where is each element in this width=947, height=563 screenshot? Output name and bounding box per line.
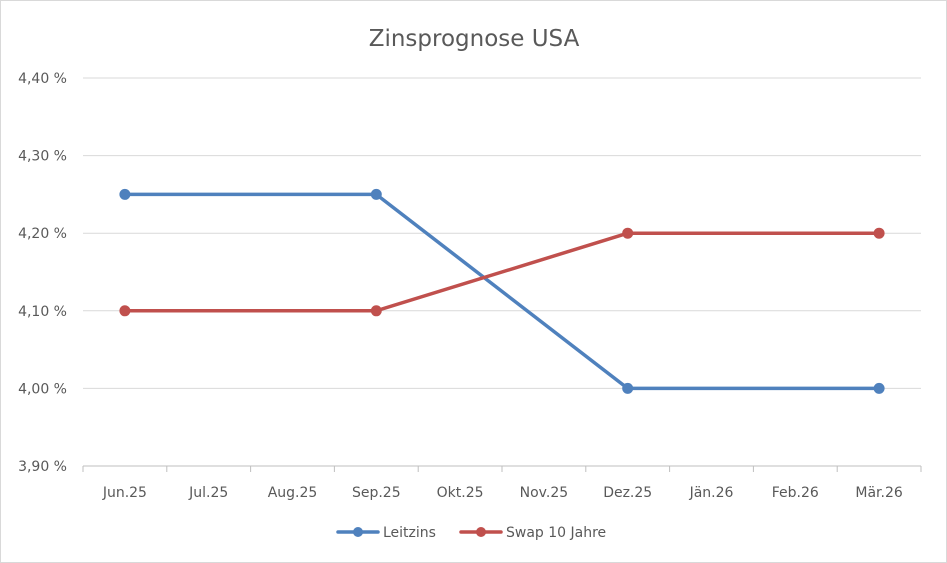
- x-axis: [82, 465, 922, 472]
- y-tick-label: 4,00 %: [18, 381, 67, 397]
- x-tick-label: Jun.25: [102, 485, 147, 501]
- legend: Leitzins Swap 10 Jahre: [336, 525, 606, 541]
- y-tick-label: 4,40 %: [18, 71, 67, 87]
- series-2-point: [622, 227, 634, 239]
- series-1-point: [119, 188, 131, 200]
- legend-label-2: Swap 10 Jahre: [506, 525, 606, 541]
- series-line-2: [123, 231, 881, 313]
- series-1-point: [873, 382, 885, 394]
- y-tick-label: 4,20 %: [18, 226, 67, 242]
- series-2-point: [873, 227, 885, 239]
- x-tick-label: Sep.25: [352, 485, 401, 501]
- y-tick-label: 3,90 %: [18, 459, 67, 475]
- y-axis-tick-labels: 3,90 % 4,00 % 4,10 % 4,20 % 4,30 % 4,40 %: [18, 71, 67, 475]
- legend-label-1: Leitzins: [383, 525, 436, 541]
- series-1-point: [370, 188, 382, 200]
- x-tick-label: Feb.26: [772, 485, 819, 501]
- chart-title: Zinsprognose USA: [369, 26, 580, 52]
- plot-series: [119, 188, 885, 394]
- x-tick-label: Nov.25: [520, 485, 569, 501]
- x-tick-label: Okt.25: [437, 485, 484, 501]
- legend-marker-1: [353, 527, 363, 537]
- x-tick-label: Dez.25: [603, 485, 652, 501]
- y-tick-label: 4,30 %: [18, 149, 67, 165]
- x-tick-label: Jän.26: [689, 485, 734, 501]
- x-tick-label: Aug.25: [268, 485, 318, 501]
- x-axis-tick-labels: Jun.25 Jul.25 Aug.25 Sep.25 Okt.25 Nov.25 Dez.…: [102, 485, 903, 501]
- series-2-point: [119, 305, 131, 317]
- x-tick-label: Mär.26: [855, 485, 902, 501]
- y-tick-label: 4,10 %: [18, 304, 67, 320]
- legend-marker-2: [476, 527, 486, 537]
- x-tick-label: Jul.25: [188, 485, 228, 501]
- series-2-point: [370, 305, 382, 317]
- series-1-point: [622, 382, 634, 394]
- series-line-1: [123, 192, 881, 391]
